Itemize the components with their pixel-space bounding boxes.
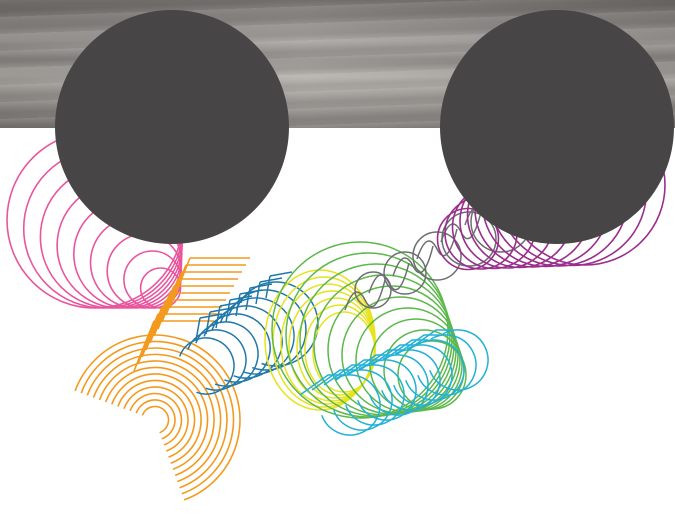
- orange-arc: [123, 386, 189, 452]
- gray-ring: [383, 251, 427, 295]
- green-ring: [341, 296, 459, 414]
- green-ring: [299, 263, 453, 417]
- cyan-spiral: [299, 329, 489, 436]
- orange-arc: [135, 399, 176, 440]
- gray-loop: [416, 228, 458, 260]
- orange-arc: [141, 405, 170, 434]
- orange-spiral: [74, 257, 250, 501]
- gray-loop: [344, 279, 386, 311]
- cyan-arc: [393, 344, 453, 406]
- cyan-arc: [405, 339, 465, 401]
- right-ear: [440, 10, 674, 244]
- cyan-arc: [333, 369, 393, 431]
- blue-spiral: [178, 271, 319, 395]
- orange-stroke: [153, 285, 175, 337]
- cyan-stroke: [395, 334, 440, 356]
- cyan-arc: [381, 349, 441, 411]
- orange-arc: [86, 347, 228, 489]
- gray-ring: [354, 271, 392, 309]
- orange-arc: [74, 334, 241, 501]
- gray-loop: [392, 245, 434, 277]
- orange-arc: [98, 360, 215, 477]
- blue-stroke: [265, 271, 293, 299]
- orange-arc: [111, 373, 202, 464]
- cyan-arc: [345, 364, 405, 426]
- orange-arc: [80, 340, 235, 495]
- orange-stroke: [133, 320, 155, 372]
- purple-ring: [436, 207, 500, 271]
- orange-arc: [129, 392, 183, 446]
- cyan-arc: [429, 329, 489, 391]
- orange-arc: [92, 353, 222, 483]
- left-ear: [55, 10, 289, 244]
- cyan-arc: [369, 354, 429, 416]
- cyan-stroke: [407, 329, 452, 351]
- orange-arc: [104, 366, 209, 471]
- green-ring: [355, 307, 461, 413]
- cyan-arc: [357, 359, 417, 421]
- gray-ring: [412, 231, 462, 281]
- cyan-arc: [321, 374, 381, 436]
- green-ring: [397, 340, 467, 410]
- pink-ring: [139, 267, 182, 309]
- gray-loop: [368, 262, 410, 294]
- cyan-arc: [417, 334, 477, 396]
- orange-arc: [117, 379, 196, 458]
